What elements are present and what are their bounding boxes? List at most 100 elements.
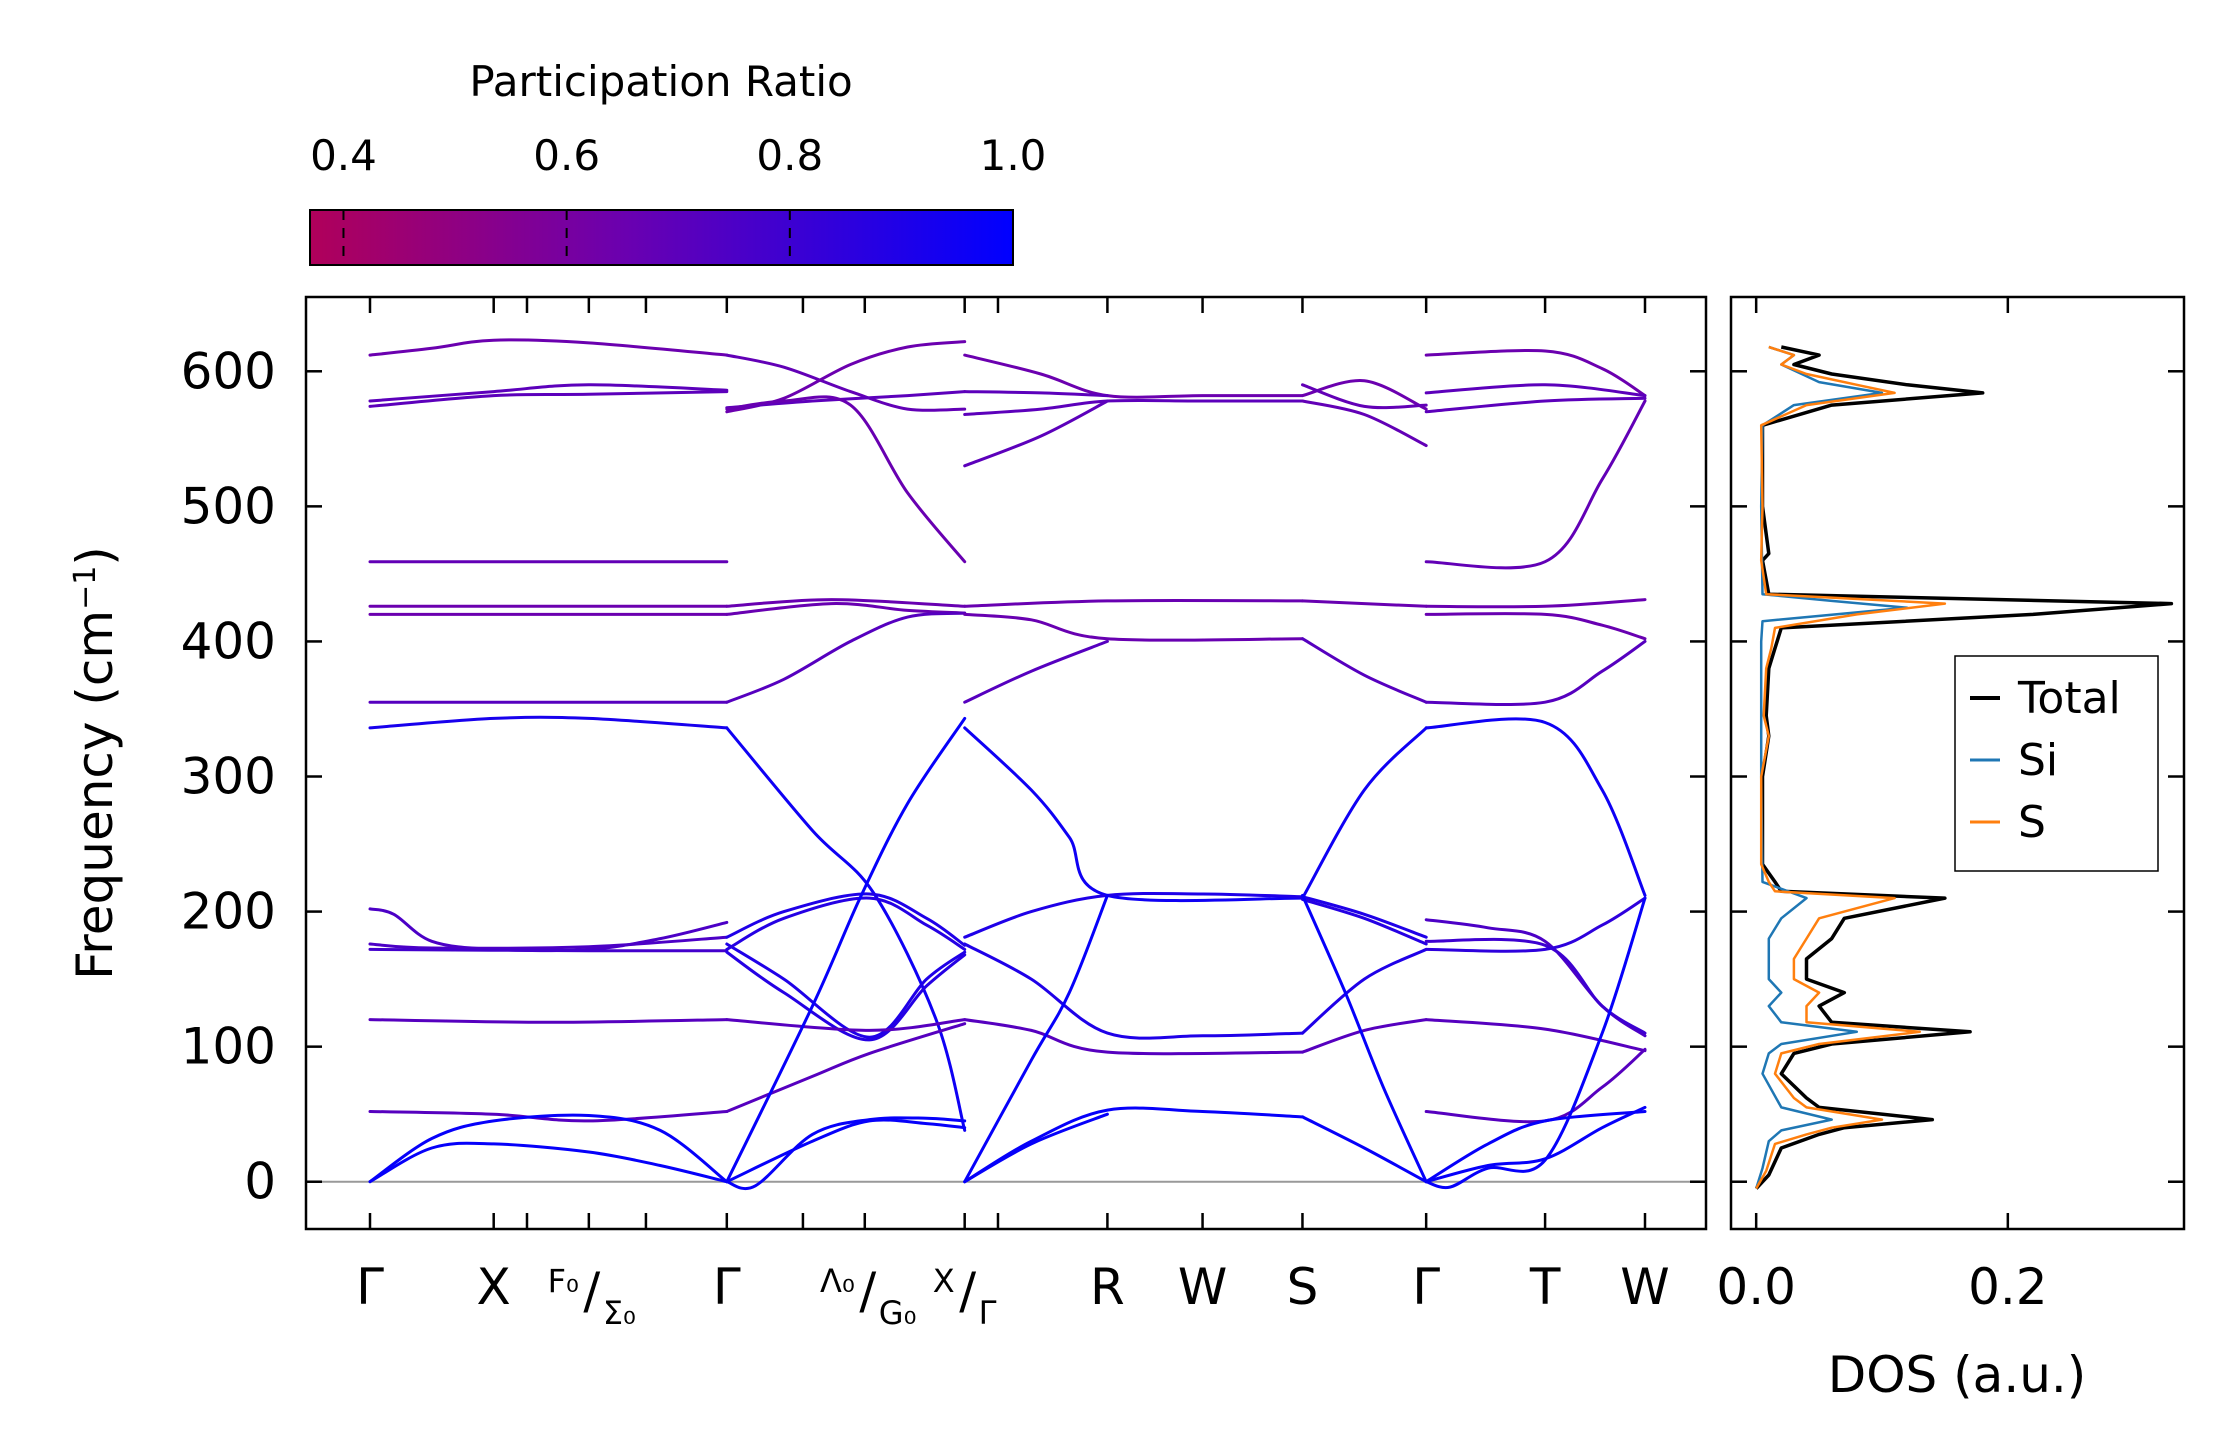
- dos-x-tick-label: 0.0: [1716, 1258, 1796, 1316]
- band-line-s2: [368, 383, 729, 403]
- band-line-s44: [963, 893, 1109, 1184]
- band-line-s8: [368, 715, 729, 730]
- band-line-s1: [368, 338, 729, 357]
- x-tick-slash: /: [859, 1262, 876, 1320]
- band-line-s38: [963, 612, 1304, 642]
- band-line-s46: [963, 1112, 1109, 1184]
- x-tick-label-right: Σ₀: [603, 1294, 636, 1332]
- band-line-s10: [368, 935, 729, 950]
- band-line-s14: [368, 1113, 729, 1184]
- phonon-bands: [368, 338, 1647, 1191]
- band-line-s73: [1424, 1105, 1647, 1184]
- band-line-s40: [963, 726, 1304, 903]
- x-tick-label: T: [1529, 1258, 1561, 1316]
- dos-panel: 0.0 0.2 DOS (a.u.) Total Si S: [1716, 295, 2186, 1404]
- x-tick-label: Γ: [356, 1258, 384, 1316]
- band-line-s45: [963, 1106, 1304, 1184]
- band-line-s59: [1424, 348, 1647, 398]
- band-line-s9: [368, 907, 729, 953]
- legend-label-s: S: [2018, 797, 2046, 848]
- band-line-s19: [725, 395, 967, 564]
- band-line-s49: [1301, 399, 1428, 448]
- band-line-s30: [725, 716, 967, 1184]
- colorbar-label: Participation Ratio: [469, 57, 852, 106]
- colorbar: Participation Ratio 0.4 0.6 0.8 1.0: [309, 57, 1046, 266]
- band-line-s29: [725, 1022, 967, 1113]
- colorbar-tick-labels: 0.4 0.6 0.8 1.0: [310, 131, 1046, 180]
- band-line-s39: [963, 639, 1109, 704]
- x-tick-label: Γ: [713, 1258, 741, 1316]
- band-line-s66: [1424, 717, 1647, 897]
- colorbar-tick-label: 0.8: [756, 131, 823, 180]
- band-line-s62: [1424, 399, 1647, 570]
- band-line-s16: [725, 353, 967, 412]
- band-line-s63: [1424, 598, 1647, 609]
- x-tick-label-left: F₀: [548, 1262, 579, 1300]
- band-line-s54: [1301, 947, 1428, 1035]
- y-tick-label: 300: [181, 748, 276, 806]
- band-line-s15: [368, 1141, 729, 1184]
- x-tick-slash: /: [959, 1262, 976, 1320]
- path-break-lines: [726, 297, 1427, 1229]
- band-line-s21: [725, 602, 967, 616]
- y-tick-label: 100: [181, 1018, 276, 1076]
- band-line-s31: [725, 1116, 967, 1191]
- band-line-s51: [1301, 637, 1428, 704]
- band-line-s67: [1424, 918, 1647, 1038]
- band-line-s50: [1301, 599, 1428, 608]
- band-line-s32: [725, 1118, 967, 1184]
- x-axis-path-ticks: Γ X F₀ / Σ₀ Γ Λ₀ / G₀X / Γ R W S Γ T W: [356, 297, 1670, 1332]
- band-line-s71: [1424, 1047, 1647, 1124]
- dos-line-s: [1755, 345, 1947, 1190]
- band-line-s52: [1301, 726, 1428, 900]
- band-line-s43: [963, 1018, 1304, 1056]
- band-line-s70: [1424, 1018, 1647, 1053]
- band-line-s57: [1301, 893, 1428, 1184]
- colorbar-tick-label: 0.6: [533, 131, 600, 180]
- colorbar-bar: [309, 209, 1014, 266]
- band-line-s53: [1301, 895, 1428, 939]
- x-tick-label-right: G₀: [879, 1294, 917, 1332]
- band-line-s24: [725, 892, 967, 947]
- band-line-s26: [725, 896, 967, 951]
- x-tick-label-left: X: [933, 1262, 955, 1300]
- band-line-s68: [1424, 937, 1647, 1035]
- band-line-s3: [368, 390, 729, 408]
- dos-legend: Total Si S: [1954, 655, 2159, 872]
- x-tick-label-left: Λ₀: [820, 1262, 855, 1300]
- band-line-s69: [1424, 896, 1647, 953]
- band-line-s65: [1424, 639, 1647, 706]
- band-plot-frame: [304, 295, 1708, 1231]
- x-tick-label-right: Γ: [979, 1294, 997, 1332]
- dos-curves: [1754, 345, 2174, 1190]
- x-tick-label: R: [1090, 1258, 1125, 1316]
- band-line-s36: [963, 399, 1109, 468]
- legend-frame: [1954, 655, 2159, 872]
- y-tick-label: 400: [181, 612, 276, 670]
- y-axis-label: Frequency (cm−1): [66, 546, 124, 980]
- band-line-s34: [963, 390, 1109, 398]
- band-line-s60: [1424, 383, 1647, 398]
- dos-line-si: [1755, 345, 1909, 1189]
- colorbar-tick-label: 1.0: [980, 131, 1047, 180]
- band-line-s61: [1424, 396, 1647, 414]
- band-line-s64: [1424, 612, 1647, 641]
- band-line-s42: [963, 942, 1304, 1040]
- band-line-s25: [725, 942, 967, 1039]
- colorbar-tick-label: 0.4: [310, 131, 377, 180]
- y-tick-label: 600: [181, 342, 276, 400]
- y-tick-label: 200: [181, 883, 276, 941]
- x-tick-slash: /: [583, 1262, 600, 1320]
- dos-x-ticks: 0.0 0.2: [1716, 297, 2048, 1316]
- x-tick-label: Γ: [1412, 1258, 1440, 1316]
- colorbar-ticks: [342, 210, 791, 265]
- band-line-s13: [368, 1110, 729, 1123]
- x-tick-label: W: [1620, 1258, 1669, 1316]
- band-line-s20: [725, 598, 967, 608]
- band-line-s48: [1301, 383, 1428, 410]
- band-line-s37: [963, 599, 1304, 608]
- x-tick-label: W: [1178, 1258, 1227, 1316]
- legend-label-si: Si: [2018, 735, 2058, 786]
- x-tick-label: S: [1287, 1258, 1319, 1316]
